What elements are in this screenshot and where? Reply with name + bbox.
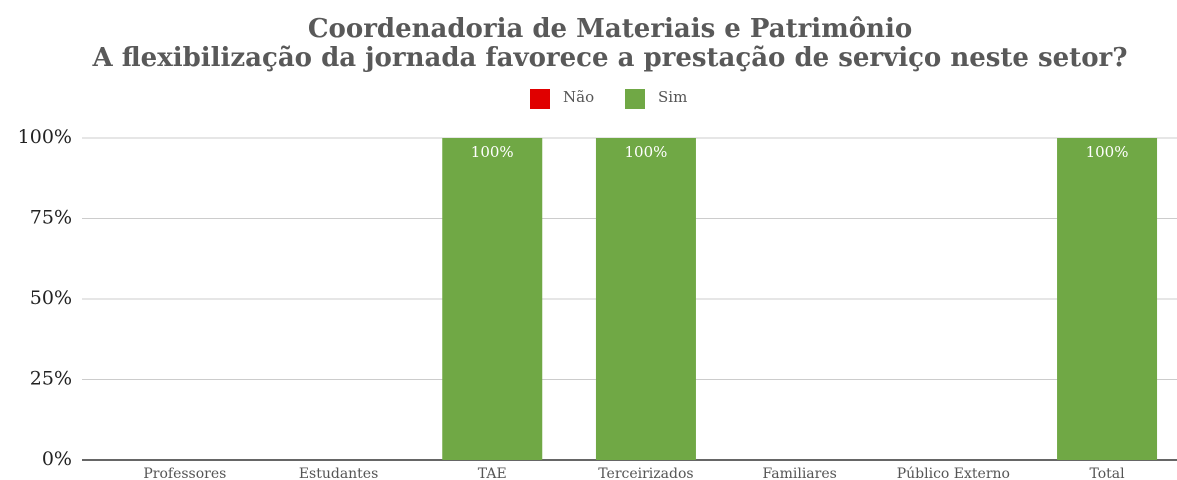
bar [1057, 138, 1158, 460]
y-tick-label: 100% [18, 126, 72, 148]
legend-swatch [530, 89, 550, 109]
data-label: 100% [1086, 143, 1129, 161]
y-tick-label: 25% [30, 368, 72, 390]
x-tick-label: Estudantes [299, 466, 378, 480]
legend-label: Sim [658, 88, 687, 106]
x-tick-label: Terceirizados [598, 466, 693, 480]
legend-swatch [625, 89, 645, 109]
y-tick-label: 75% [30, 207, 72, 229]
x-tick-label: Público Externo [897, 466, 1010, 480]
x-tick-label: Professores [143, 466, 226, 480]
data-label: 100% [625, 143, 668, 161]
legend-label: Não [563, 88, 594, 106]
bar [442, 138, 543, 460]
chart-subtitle: A flexibilização da jornada favorece a p… [92, 43, 1128, 73]
data-label: 100% [471, 143, 514, 161]
bar [595, 138, 696, 460]
y-tick-label: 0% [42, 448, 72, 470]
x-tick-label: TAE [478, 466, 507, 480]
y-tick-label: 50% [30, 287, 72, 309]
x-tick-label: Familiares [762, 466, 836, 480]
chart-title: Coordenadoria de Materiais e Patrimônio [308, 14, 912, 44]
x-tick-label: Total [1089, 466, 1125, 480]
